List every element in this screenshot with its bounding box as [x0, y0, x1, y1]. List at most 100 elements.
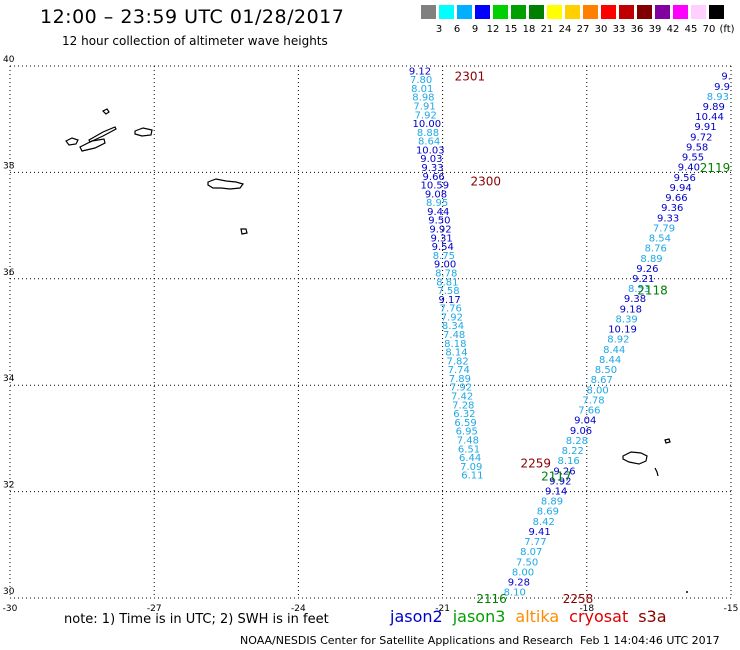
color-scale-label: 27 [576, 24, 590, 35]
wave-height-value: 6.11 [461, 471, 483, 482]
legend-satellite-cryosat: cryosat [569, 607, 629, 626]
lat-tick-label: 36 [3, 268, 15, 278]
color-swatch [691, 5, 706, 19]
wave-height-value: 8.28 [566, 436, 588, 447]
lon-tick-label: -21 [435, 604, 450, 614]
wave-height-value: 9.33 [657, 213, 679, 224]
wave-height-value: 9.54 [432, 242, 454, 253]
wave-height-value: 8.10 [504, 588, 526, 599]
color-scale-label: 6 [453, 24, 461, 35]
color-swatch [547, 5, 562, 19]
pass-time-label: 2117 [541, 470, 572, 484]
altimeter-tracks: 9.127.808.018.987.917.9210.008.888.6410.… [409, 66, 731, 598]
wave-height-value: 8.88 [417, 128, 439, 139]
wave-height-value: 9.31 [431, 233, 453, 244]
wave-height-value: 7.80 [410, 75, 432, 86]
wave-height-value: 8.64 [418, 137, 440, 148]
wave-height-value: 7.91 [413, 101, 435, 112]
color-scale-label: 42 [666, 24, 680, 35]
wave-height-value: 8.14 [445, 348, 467, 359]
wave-height-value: 9.50 [428, 216, 450, 227]
wave-height-value: 8.75 [433, 251, 455, 262]
wave-height-value: 9.40 [678, 163, 700, 174]
island-sao-jorge [88, 126, 117, 143]
wave-height-value: 6.32 [453, 409, 475, 420]
pass-time-labels: 2301 2300 2259 2258 2119 2118 2117 2116 [455, 70, 731, 606]
pass-time-label: 2258 [563, 592, 594, 606]
lon-tick-label: -27 [147, 604, 162, 614]
color-swatch [619, 5, 634, 19]
pass-time-label: 2119 [700, 161, 731, 175]
wave-height-value: 9.58 [686, 142, 708, 153]
color-scale-label: 21 [540, 24, 554, 35]
wave-height-value: 8.34 [442, 321, 464, 332]
color-scale-label: 18 [522, 24, 536, 35]
color-scale-label: 33 [612, 24, 626, 35]
wave-height-value: 9.12 [409, 66, 431, 77]
wave-height-value: 8.50 [595, 365, 617, 376]
wave-height-value: 8.39 [616, 314, 638, 325]
wave-height-value: 8.16 [557, 456, 579, 467]
wave-height-value: 8.53 [628, 284, 650, 295]
wave-height-value: 10.44 [695, 112, 724, 123]
wave-height-value: 7.50 [516, 557, 538, 568]
wave-height-value: 8.76 [645, 244, 667, 255]
color-swatch [601, 5, 616, 19]
wave-height-value: 9.41 [528, 527, 550, 538]
pass-time-label: 2259 [520, 456, 551, 470]
island-porto-santo [664, 438, 671, 444]
wave-height-value: 8.69 [537, 507, 559, 518]
wave-height-value: 9.56 [674, 173, 696, 184]
wave-height-value: 9.36 [661, 203, 683, 214]
wave-height-value: 6.44 [459, 453, 481, 464]
wave-height-value: 10.19 [608, 325, 637, 336]
island-madeira [622, 451, 648, 465]
wave-height-value: 10.03 [416, 145, 445, 156]
wave-height-value: 9.92 [429, 225, 451, 236]
wave-height-value: 6.51 [458, 444, 480, 455]
wave-height-value: 7.78 [582, 395, 604, 406]
wave-height-value: 9.00 [434, 260, 456, 271]
wave-height-value: 8.95 [426, 198, 448, 209]
wave-height-value: 9.04 [574, 416, 596, 427]
wave-height-value: 8.07 [520, 547, 542, 558]
wave-height-value: 9.66 [423, 172, 445, 183]
lat-tick-label: 34 [3, 374, 15, 384]
wave-height-value: 7.89 [449, 374, 471, 385]
pass-time-label: 2118 [637, 283, 668, 297]
island-sao-miguel [207, 178, 245, 190]
color-swatch [457, 5, 472, 19]
wave-height-value: 9.72 [690, 132, 712, 143]
satellite-legend: jason2 jason3 altika cryosat s3a [390, 607, 677, 626]
color-swatch [475, 5, 490, 19]
wave-height-value: 9.92 [549, 476, 571, 487]
island-flores-corvo [101, 108, 110, 115]
wave-height-value: 8.01 [411, 84, 433, 95]
wave-height-value: 10.59 [420, 181, 449, 192]
wave-height-value: 9.33 [421, 163, 443, 174]
lat-tick-label: 30 [3, 587, 15, 597]
wave-height-value: 8.18 [444, 339, 466, 350]
wave-height-value: 7.77 [524, 537, 546, 548]
axis-tick-labels: -30 -27 -24 -21 -18 -15 40 38 36 34 32 30 [3, 55, 739, 614]
island-faial [65, 137, 79, 146]
wave-height-value: 7.92 [441, 312, 463, 323]
lon-tick-label: -24 [291, 604, 306, 614]
island-outlines [65, 108, 688, 593]
wave-height-value: 8.67 [591, 375, 613, 386]
wave-height-value: 9.06 [570, 426, 592, 437]
color-swatch [529, 5, 544, 19]
wave-height-value: 7.58 [437, 286, 459, 297]
wave-height-value: 9.9 [714, 82, 730, 93]
color-swatch [421, 5, 436, 19]
wave-height-value: 8.22 [562, 446, 584, 457]
wave-height-value: 7.92 [415, 110, 437, 121]
color-swatch [673, 5, 688, 19]
wave-height-value: 9.55 [682, 153, 704, 164]
generated-timestamp: Feb 1 14:04:46 UTC 2017 [580, 634, 720, 647]
color-scale-label: 70 [702, 24, 716, 35]
legend-satellite-s3a: s3a [638, 607, 667, 626]
wave-height-value: 9.38 [624, 294, 646, 305]
wave-height-value: 7.74 [448, 365, 470, 376]
